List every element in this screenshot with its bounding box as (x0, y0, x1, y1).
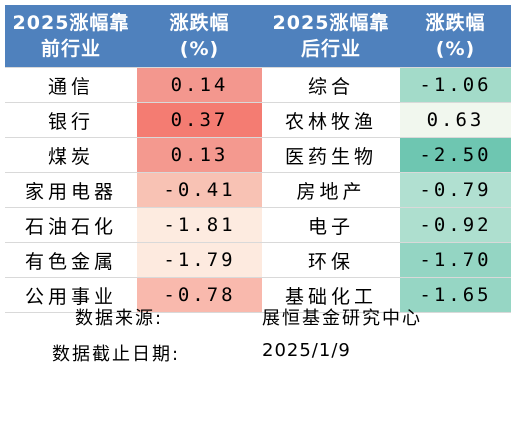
top-industry-change: 0.14 (137, 67, 262, 103)
table-row: 有色金属 -1.79 环保 -1.70 (5, 242, 511, 278)
table-row: 公用事业 -0.78 基础化工 -1.65 (5, 277, 511, 313)
bottom-industry-name: 医药生物 (262, 137, 400, 173)
top-industry-name: 公用事业 (5, 277, 137, 313)
header-bottom-industry: 2025涨幅靠 后行业 (262, 5, 400, 68)
top-industry-name: 银行 (5, 102, 137, 138)
bottom-industry-change: -1.65 (400, 277, 511, 313)
top-industry-name: 家用电器 (5, 172, 137, 208)
source-value: 展恒基金研究中心 (262, 308, 422, 329)
top-industry-name: 有色金属 (5, 242, 137, 278)
bottom-industry-change: -0.92 (400, 207, 511, 243)
table-row: 煤炭 0.13 医药生物 -2.50 (5, 137, 511, 173)
top-industry-change: -1.81 (137, 207, 262, 243)
bottom-industry-change: -2.50 (400, 137, 511, 173)
top-industry-name: 石油石化 (5, 207, 137, 243)
bottom-industry-change: -0.79 (400, 172, 511, 208)
top-industry-change: -0.78 (137, 277, 262, 313)
header-top-industry: 2025涨幅靠 前行业 (5, 5, 137, 68)
table-header-row: 2025涨幅靠 前行业 涨跌幅 (%) 2025涨幅靠 后行业 涨跌幅 (%) (5, 5, 511, 68)
header-bottom-change: 涨跌幅 (%) (400, 5, 511, 68)
bottom-industry-name: 电子 (262, 207, 400, 243)
bottom-industry-name: 环保 (262, 242, 400, 278)
top-industry-name: 通信 (5, 67, 137, 103)
top-industry-name: 煤炭 (5, 137, 137, 173)
bottom-industry-name: 农林牧渔 (262, 102, 400, 138)
table-row: 石油石化 -1.81 电子 -0.92 (5, 207, 511, 243)
bottom-industry-change: -1.06 (400, 67, 511, 103)
header-top-change: 涨跌幅 (%) (137, 5, 262, 68)
top-industry-change: 0.13 (137, 137, 262, 173)
source-label: 数据来源: (75, 308, 164, 329)
bottom-industry-name: 基础化工 (262, 277, 400, 313)
date-label: 数据截止日期: (52, 344, 181, 365)
top-industry-change: 0.37 (137, 102, 262, 138)
bottom-industry-name: 房地产 (262, 172, 400, 208)
bottom-industry-name: 综合 (262, 67, 400, 103)
table-row: 通信 0.14 综合 -1.06 (5, 67, 511, 103)
top-industry-change: -0.41 (137, 172, 262, 208)
top-industry-change: -1.79 (137, 242, 262, 278)
date-value: 2025/1/9 (262, 340, 351, 361)
table-row: 家用电器 -0.41 房地产 -0.79 (5, 172, 511, 208)
table-row: 银行 0.37 农林牧渔 0.63 (5, 102, 511, 138)
industry-performance-table: 2025涨幅靠 前行业 涨跌幅 (%) 2025涨幅靠 后行业 涨跌幅 (%) … (5, 5, 511, 313)
bottom-industry-change: -1.70 (400, 242, 511, 278)
bottom-industry-change: 0.63 (400, 102, 511, 138)
